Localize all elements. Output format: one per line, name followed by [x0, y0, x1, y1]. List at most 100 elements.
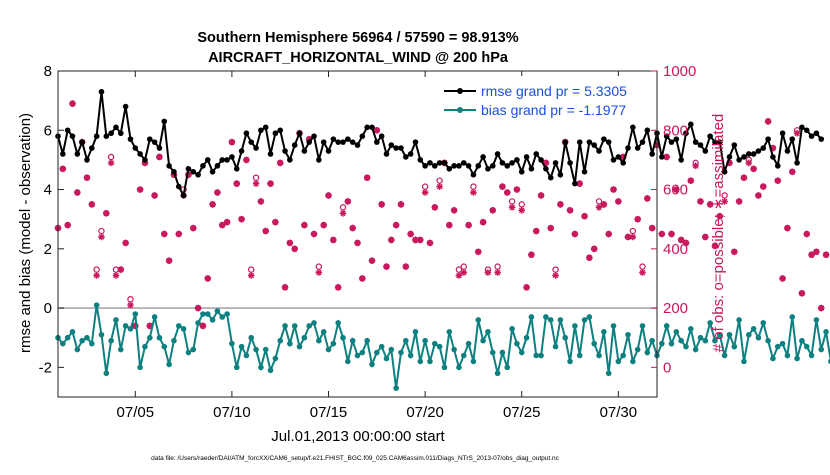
obs-assimilated-marker	[156, 153, 163, 161]
rmse-point	[702, 148, 709, 154]
bias-point	[755, 334, 762, 341]
obs-assimilated-marker	[315, 269, 323, 276]
obs-assimilated-marker	[460, 269, 468, 276]
bias-point	[823, 329, 829, 335]
bias-point	[794, 355, 800, 362]
obs-possible-marker	[629, 227, 637, 235]
rmse-point	[219, 157, 226, 163]
legend-bias-marker	[457, 107, 463, 113]
rmse-point	[494, 151, 501, 157]
obs-assimilated-marker	[363, 174, 371, 181]
bias-point	[533, 352, 540, 359]
rmse-point	[243, 130, 250, 137]
y-tick-label: 0	[44, 300, 52, 317]
obs-assimilated-marker	[750, 165, 757, 173]
obs-assimilated-marker	[247, 272, 255, 279]
rmse-point	[485, 166, 491, 172]
obs-assimilated-marker	[359, 275, 366, 282]
rmse-point	[784, 148, 791, 154]
bias-point	[93, 302, 100, 308]
rmse-point	[335, 139, 341, 145]
chart-title: Southern Hemisphere 56964 / 57590 = 98.9…	[197, 30, 518, 46]
obs-assimilated-marker	[267, 180, 274, 187]
obs-assimilated-marker	[141, 159, 149, 167]
rmse-point	[325, 148, 332, 154]
plot-frame	[57, 70, 658, 398]
obs-assimilated-marker	[745, 159, 753, 167]
rmse-point	[601, 136, 607, 142]
bias-point	[808, 352, 815, 359]
obs-assimilated-marker	[499, 183, 506, 190]
rmse-point	[330, 136, 337, 142]
rmse-point	[789, 136, 796, 142]
bias-point	[441, 364, 448, 371]
rmse-point	[166, 163, 172, 169]
obs-assimilated-marker	[784, 224, 791, 232]
bias-point	[340, 334, 346, 341]
bias-point	[60, 340, 66, 347]
bias-point	[117, 346, 124, 353]
rmse-point	[267, 151, 274, 157]
rmse-point	[89, 145, 95, 151]
bias-point	[403, 337, 409, 344]
rmse-point	[557, 171, 564, 178]
obs-assimilated-marker	[286, 239, 294, 247]
rmse-point	[412, 139, 419, 145]
bias-point	[697, 334, 704, 341]
bias-point	[407, 352, 414, 359]
rmse-point	[451, 163, 457, 169]
obs-assimilated-marker	[600, 201, 608, 208]
legend-bias-label: bias grand pr = -1.1977	[481, 102, 626, 118]
rmse-point	[93, 133, 100, 139]
bias-point	[122, 323, 129, 329]
rmse-point	[79, 139, 85, 145]
data-file-footnote: data file: /Users/raeder/DAI/ATM_forcXX/…	[151, 455, 560, 462]
obs-assimilated-marker	[648, 224, 656, 232]
obs-assimilated-marker	[373, 127, 381, 134]
y2-tick-label: 200	[663, 300, 688, 317]
bias-point	[485, 329, 491, 335]
rmse-point	[567, 160, 573, 166]
bias-point	[388, 346, 395, 353]
rmse-point	[190, 168, 197, 175]
bias-point	[818, 346, 825, 353]
bias-point	[354, 352, 361, 359]
obs-assimilated-marker	[344, 198, 352, 205]
obs-assimilated-marker	[542, 159, 550, 167]
rmse-point	[258, 127, 264, 134]
obs-assimilated-marker	[735, 198, 743, 205]
bias-point	[431, 340, 438, 347]
obs-assimilated-marker	[199, 322, 207, 330]
rmse-point	[383, 151, 390, 157]
x-tick-label: 07/20	[406, 404, 444, 421]
obs-assimilated-marker	[132, 322, 139, 330]
rmse-point	[301, 148, 308, 154]
rmse-point	[663, 133, 670, 139]
obs-assimilated-marker	[706, 201, 714, 208]
obs-assimilated-marker	[586, 254, 593, 261]
bias-point	[799, 337, 805, 344]
bias-point	[89, 340, 95, 347]
bias-point	[557, 317, 564, 323]
obs-assimilated-marker	[291, 245, 298, 253]
rmse-point	[552, 160, 559, 166]
bias-point	[615, 358, 622, 365]
rmse-point	[518, 168, 525, 175]
obs-assimilated-marker	[803, 230, 810, 238]
rmse-point	[683, 130, 689, 137]
obs-assimilated-marker	[320, 221, 327, 229]
rmse-point	[808, 133, 815, 139]
rmse-point	[171, 168, 177, 175]
obs-assimilated-marker	[677, 236, 685, 244]
obs-assimilated-marker	[431, 204, 439, 211]
rmse-point	[272, 130, 279, 137]
rmse-point	[803, 127, 810, 134]
rmse-point	[122, 103, 129, 110]
rmse-point	[311, 133, 317, 139]
bias-point	[465, 340, 472, 347]
bias-point	[707, 320, 713, 326]
obs-assimilated-marker	[619, 153, 627, 161]
rmse-point	[277, 127, 284, 134]
rmse-point	[712, 139, 718, 145]
obs-assimilated-marker	[334, 284, 342, 291]
